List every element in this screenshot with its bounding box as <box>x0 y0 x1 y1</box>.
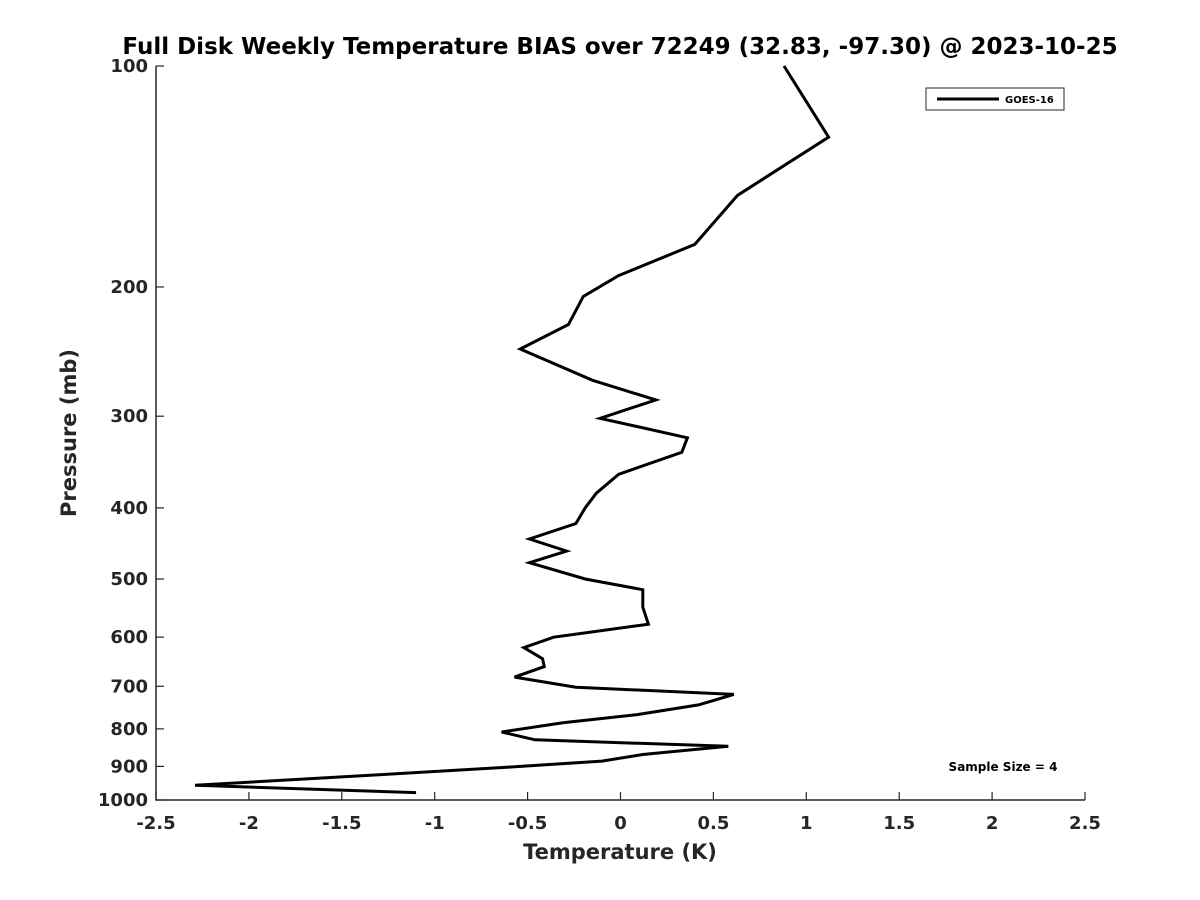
x-tick-label: 1.5 <box>883 813 915 834</box>
x-tick-label: -1.5 <box>322 813 361 834</box>
y-tick-label: 1000 <box>98 790 148 811</box>
x-tick-label: -2 <box>239 813 259 834</box>
series-line-goes-16 <box>194 65 831 795</box>
legend-label-goes-16: GOES-16 <box>1005 95 1054 106</box>
sample-size-annotation: Sample Size = 4 <box>949 760 1058 774</box>
x-tick-label: 2 <box>986 813 999 834</box>
y-tick-label: 500 <box>110 569 148 590</box>
x-tick-label: 0 <box>614 813 627 834</box>
y-axis-ticks: 100 200 300 400 500 600 700 800 900 1000 <box>98 56 164 811</box>
x-tick-label: 1 <box>800 813 813 834</box>
legend: GOES-16 <box>925 87 1065 111</box>
x-axis-ticks: -2.5 -2 -1.5 -1 -0.5 0 0.5 1 1.5 2 2.5 <box>136 792 1101 834</box>
y-tick-label: 600 <box>110 627 148 648</box>
y-tick-label: 300 <box>110 406 148 427</box>
y-tick-label: 400 <box>110 498 148 519</box>
y-tick-label: 700 <box>110 676 148 697</box>
y-tick-label: 200 <box>110 277 148 298</box>
plot-area: -2.5 -2 -1.5 -1 -0.5 0 0.5 1 1.5 2 2.5 100 200 300 40… <box>98 56 1101 834</box>
x-tick-label: -0.5 <box>508 813 547 834</box>
series-layer <box>194 65 831 795</box>
chart-title: Full Disk Weekly Temperature BIAS over 7… <box>122 34 1117 60</box>
x-tick-label: -2.5 <box>136 813 175 834</box>
y-tick-label: 800 <box>110 719 148 740</box>
x-tick-label: -1 <box>425 813 445 834</box>
x-tick-label: 0.5 <box>697 813 729 834</box>
y-tick-label: 900 <box>110 756 148 777</box>
x-tick-label: 2.5 <box>1069 813 1101 834</box>
x-axis-label: Temperature (K) <box>523 840 717 864</box>
y-tick-label: 100 <box>110 56 148 77</box>
y-axis-label: Pressure (mb) <box>57 349 81 517</box>
